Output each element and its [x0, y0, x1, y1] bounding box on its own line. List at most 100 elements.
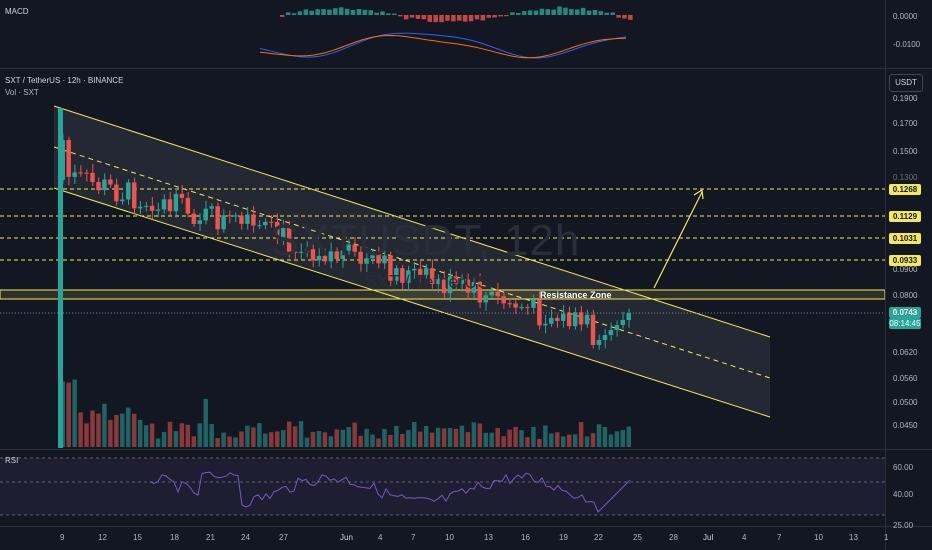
rsi-axis-label: 40.00 [893, 490, 914, 499]
volume-bar [429, 432, 435, 447]
candle-body [459, 279, 465, 284]
candle-body [608, 330, 614, 335]
volume-bar [608, 434, 614, 447]
time-axis-label: 4 [742, 533, 747, 542]
candle-body [394, 268, 399, 281]
projection-arrow-head [693, 188, 704, 200]
candle-body [84, 172, 89, 174]
macd-hist-bar [616, 15, 621, 18]
macd-hist-bar [451, 15, 456, 22]
volume-bar [280, 430, 286, 447]
time-axis-label: 9 [60, 533, 65, 542]
volume-bar [286, 421, 292, 447]
candle-body [561, 313, 566, 321]
pane-separator-rsi[interactable] [0, 449, 932, 450]
candle-body [543, 323, 548, 326]
volume-bar [412, 421, 417, 447]
candle-body [263, 221, 268, 226]
volume-bar [215, 438, 220, 447]
time-axis-label: Jun [340, 533, 353, 542]
candle-body [239, 215, 244, 224]
macd-axis-0: 0.0000 [893, 12, 918, 21]
time-axis-label: 15 [133, 533, 142, 542]
volume-bar [102, 403, 107, 447]
macd-hist-bar [545, 9, 550, 15]
volume-bar [543, 425, 548, 447]
volume-bar [602, 426, 608, 447]
volume-bar [126, 407, 131, 447]
volume-bar [590, 433, 596, 447]
candle-body [251, 214, 256, 226]
candle-body [626, 313, 631, 320]
candle-body [185, 197, 191, 214]
candle-body [555, 317, 560, 321]
candle-body [549, 317, 554, 324]
candle-body [358, 251, 363, 264]
volume-bar [400, 433, 405, 447]
candle-body [578, 312, 584, 325]
macd-hist-bar [468, 15, 474, 22]
candle-body [179, 193, 185, 198]
volume-bar [584, 436, 590, 447]
candle-body [245, 214, 250, 224]
candle-body [90, 172, 95, 183]
volume-bar [453, 428, 459, 447]
volume-bar [507, 429, 512, 447]
candle-body [590, 314, 596, 345]
candle-body [173, 193, 179, 212]
volume-bar [179, 423, 185, 447]
pane-separator-macd[interactable] [0, 68, 932, 69]
candle-body [412, 268, 417, 271]
symbol-legend[interactable]: SXT / TetherUS · 12h · BINANCE [5, 76, 124, 85]
macd-hist-bar [297, 11, 303, 15]
macd-hist-bar [433, 15, 438, 23]
candle-body [370, 252, 375, 259]
volume-bar [269, 432, 274, 447]
candle-body [334, 251, 340, 260]
projection-arrow-line [653, 191, 703, 289]
volume-bar [340, 429, 345, 447]
candle-body [78, 172, 83, 174]
macd-hist-bar [533, 10, 539, 15]
rsi-label[interactable]: RSI [5, 456, 19, 465]
volume-bar [227, 436, 232, 447]
candle-body [495, 291, 500, 297]
candle-body [346, 244, 351, 251]
macd-hist-bar [333, 8, 338, 15]
candle-body [620, 320, 626, 325]
macd-hist-bar [445, 15, 450, 21]
volume-bar [614, 431, 620, 447]
macd-label[interactable]: MACD [5, 7, 29, 16]
price-axis-label: 0.0560 [893, 374, 918, 383]
volume-legend[interactable]: Vol · SXT [5, 88, 39, 97]
volume-bar [471, 422, 477, 447]
macd-hist-bar [356, 9, 362, 15]
candle-body [406, 270, 411, 283]
candle-body [418, 268, 423, 275]
candle-body [143, 205, 149, 207]
candle-body [453, 276, 459, 284]
candle-body [465, 279, 471, 293]
candle-body [72, 172, 77, 177]
candle-body [66, 140, 71, 177]
level-tag: 0.1031 [889, 233, 921, 244]
macd-hist-bar [392, 13, 397, 15]
countdown-tag: 08:14:45 [889, 318, 921, 329]
volume-bar [209, 424, 214, 447]
volume-bar [501, 436, 506, 447]
volume-bar [155, 438, 161, 447]
macd-hist-bar [380, 11, 385, 15]
watermark-symbol: SXTUSDT, 12h [270, 216, 581, 265]
volume-bar [441, 428, 447, 447]
volume-bar [161, 431, 167, 447]
candle-body [280, 227, 286, 238]
candle-body [58, 108, 63, 448]
time-axis-label: 13 [484, 533, 493, 542]
candle-body [483, 295, 488, 303]
candle-body [501, 296, 506, 304]
currency-button[interactable]: USDT [889, 74, 923, 92]
volume-bar [531, 426, 536, 447]
volume-bar [525, 437, 530, 447]
volume-bar [376, 438, 381, 447]
